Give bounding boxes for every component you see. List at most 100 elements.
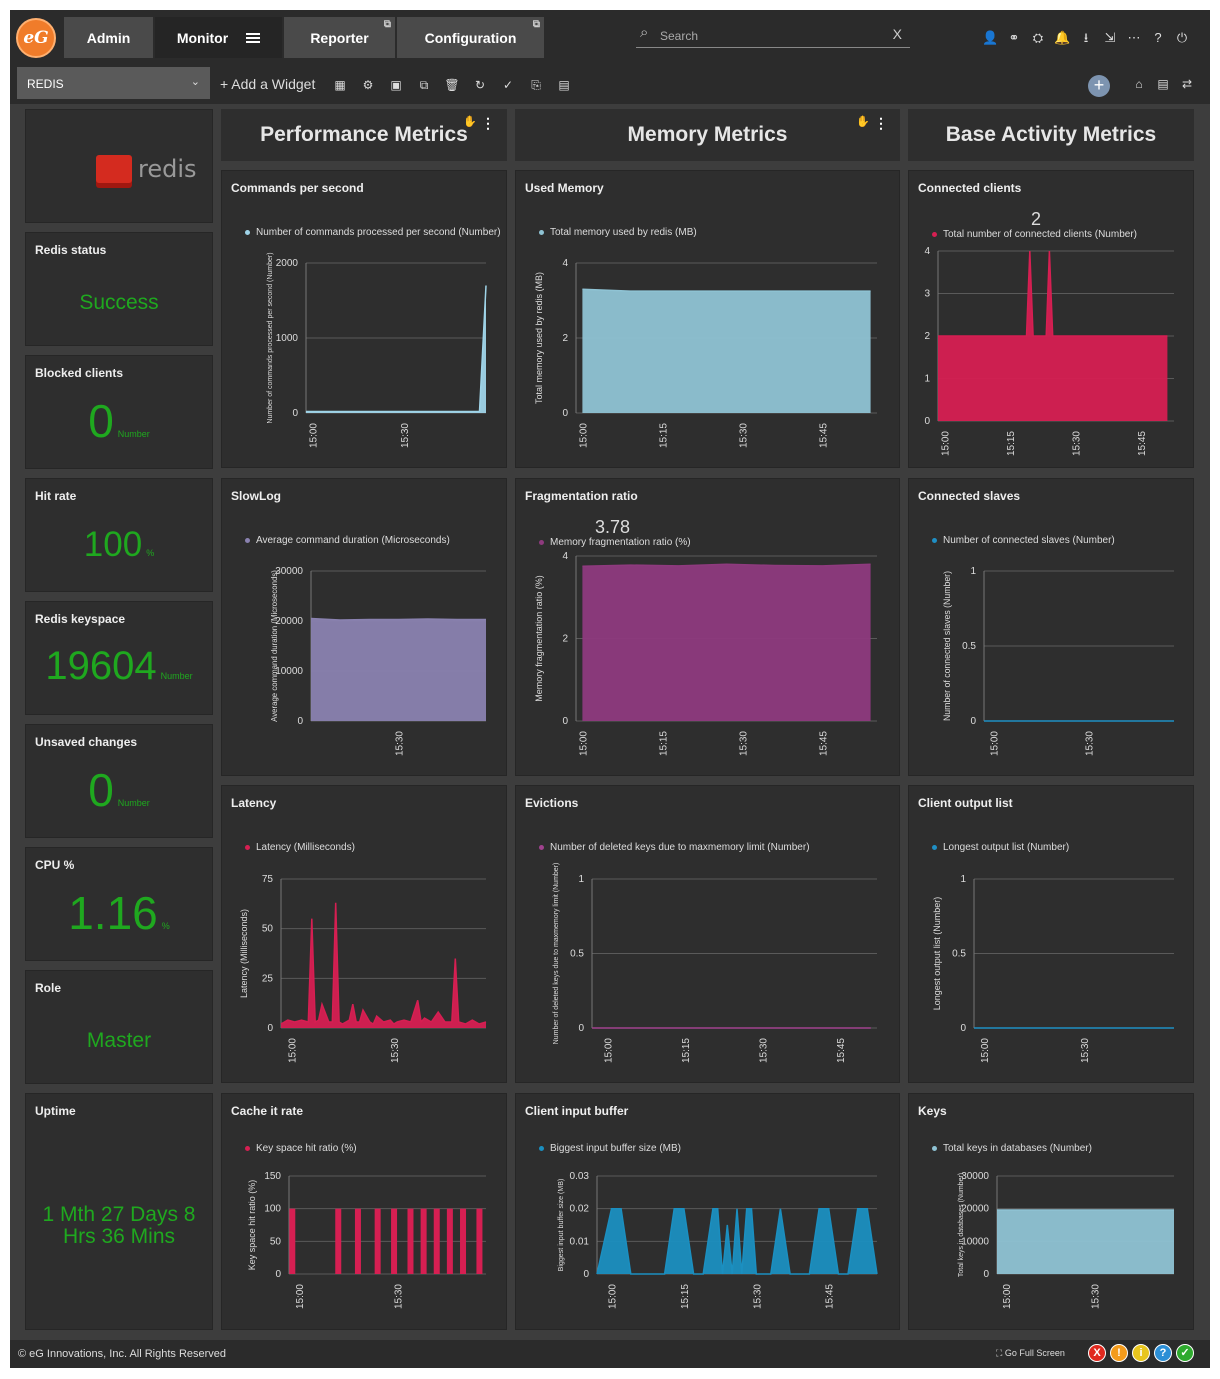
kpi-uptime[interactable]: Uptime 1 Mth 27 Days 8 Hrs 36 Mins — [25, 1093, 213, 1330]
chart-series-line[interactable] — [596, 1207, 878, 1275]
image-icon[interactable]: ▣ — [390, 78, 402, 92]
kpi-hit-rate[interactable]: Hit rate 100% — [25, 478, 213, 592]
search-field[interactable]: ⌕ Search X — [636, 24, 910, 48]
gear-icon[interactable]: ⚙ — [362, 78, 374, 92]
go-full-screen-button[interactable]: ⛶ Go Full Screen — [996, 1348, 1065, 1358]
chart-panel-cachehit[interactable]: Cache it rate Key space hit ratio (%) 0 50 1… — [221, 1093, 507, 1330]
power-icon[interactable]: ⏻ — [1176, 30, 1188, 45]
chart-series-line[interactable] — [310, 617, 486, 621]
chart-series-line[interactable] — [582, 288, 871, 292]
chart-area[interactable] — [997, 1210, 1174, 1274]
chart-legend[interactable]: Latency (Milliseconds) — [245, 842, 355, 853]
chart-area[interactable] — [582, 289, 871, 413]
chart-bar[interactable] — [407, 1208, 414, 1274]
kpi-unsaved-changes[interactable]: Unsaved changes 0 Number — [25, 724, 213, 838]
switch-icon[interactable]: ⇄ — [1181, 77, 1193, 91]
report-icon[interactable]: ▤ — [558, 78, 570, 92]
drag-hand-icon[interactable]: ✋ — [463, 116, 477, 128]
help-icon[interactable]: ? — [1154, 30, 1162, 45]
kebab-menu-icon[interactable]: ⋮ — [481, 115, 495, 131]
chart-panel-clientout[interactable]: Client output list Longest output list (N… — [908, 785, 1194, 1083]
eg-logo[interactable]: eG — [16, 18, 56, 58]
chart-panel-latency[interactable]: Latency Latency (Milliseconds) 0 25 50 75 15:0… — [221, 785, 507, 1083]
kpi-cpu[interactable]: CPU % 1.16% — [25, 847, 213, 961]
hamburger-menu-icon[interactable] — [246, 32, 261, 43]
chart-legend[interactable]: Longest output list (Number) — [932, 842, 1069, 853]
chart-panel-clientin[interactable]: Client input buffer Biggest input buffer … — [515, 1093, 900, 1330]
chart-area[interactable] — [582, 564, 871, 721]
refresh-icon[interactable]: ↻ — [474, 78, 486, 92]
chart-legend[interactable]: Number of commands processed per second … — [245, 227, 501, 238]
trash-icon[interactable]: 🗑 — [444, 78, 460, 92]
drag-hand-icon[interactable]: ✋ — [856, 116, 870, 128]
chart-bar[interactable] — [354, 1208, 361, 1274]
chart-legend[interactable]: Total keys in databases (Number) — [932, 1143, 1092, 1154]
chart-panel-frag[interactable]: Fragmentation ratio Memory fragmentation … — [515, 478, 900, 776]
chart-bar[interactable] — [476, 1208, 483, 1274]
kpi-role[interactable]: Role Master — [25, 970, 213, 1084]
chart-series-line[interactable] — [938, 250, 1168, 337]
minor-status-icon[interactable]: i — [1132, 1344, 1150, 1362]
add-widget-button[interactable]: + Add a Widget — [220, 76, 316, 92]
check-icon[interactable]: ✓ — [502, 78, 514, 92]
layout-icon[interactable]: ▦ — [334, 78, 346, 92]
chart-panel-usedmem[interactable]: Used Memory Total memory used by redis (M… — [515, 170, 900, 468]
chart-area[interactable] — [597, 1208, 877, 1274]
bell-icon[interactable]: 🔔 — [1054, 30, 1071, 45]
copy-icon[interactable]: ⧉ — [419, 78, 429, 92]
component-select[interactable]: REDIS ⌄ — [17, 67, 210, 99]
tab-admin[interactable]: Admin — [64, 17, 154, 58]
normal-status-icon[interactable]: ✓ — [1176, 1344, 1194, 1362]
chart-series-line[interactable] — [582, 563, 871, 568]
chart-legend[interactable]: Total number of connected clients (Numbe… — [932, 229, 1137, 240]
tab-reporter[interactable]: Reporter ⧉ — [284, 17, 396, 58]
chart-panel-slowlog[interactable]: SlowLog Average command duration (Microse… — [221, 478, 507, 776]
chart-area[interactable] — [306, 285, 486, 414]
chart-legend[interactable]: Average command duration (Microseconds) — [245, 535, 450, 546]
export-icon[interactable]: ⎘ — [531, 78, 541, 92]
user-icon[interactable]: 👤 — [982, 30, 999, 45]
more-icon[interactable]: ⋯ — [1127, 30, 1141, 45]
layers-icon[interactable]: ⛭ — [1032, 30, 1044, 45]
chart-legend[interactable]: Memory fragmentation ratio (%) — [539, 537, 691, 548]
chart-bar[interactable] — [446, 1208, 453, 1274]
chart-legend[interactable]: Biggest input buffer size (MB) — [539, 1143, 681, 1154]
tab-monitor[interactable]: Monitor — [155, 17, 283, 58]
tab-configuration[interactable]: Configuration ⧉ — [397, 17, 545, 58]
major-status-icon[interactable]: ! — [1110, 1344, 1128, 1362]
clear-search-icon[interactable]: X — [892, 26, 902, 42]
add-button[interactable]: + — [1088, 75, 1110, 97]
chart-bar[interactable] — [420, 1208, 427, 1274]
kpi-blocked-clients[interactable]: Blocked clients 0 Number — [25, 355, 213, 469]
kpi-redis-keyspace[interactable]: Redis keyspace 19604 Number — [25, 601, 213, 715]
critical-status-icon[interactable]: X — [1088, 1344, 1106, 1362]
document-icon[interactable]: ▤ — [1157, 77, 1169, 91]
home-icon[interactable]: ⌂ — [1135, 77, 1143, 91]
chart-panel-evictions[interactable]: Evictions Number of deleted keys due to m… — [515, 785, 900, 1083]
chart-bar[interactable] — [460, 1208, 467, 1274]
chart-series-line[interactable] — [306, 285, 487, 413]
chart-legend[interactable]: Key space hit ratio (%) — [245, 1143, 357, 1154]
chart-panel-slaves[interactable]: Connected slaves Number of connected slav… — [908, 478, 1194, 776]
search-input[interactable]: Search — [660, 29, 699, 43]
chart-area[interactable] — [311, 618, 486, 722]
chart-panel-connclients[interactable]: Connected clients Total number of connect… — [908, 170, 1194, 468]
download-icon[interactable]: ⭳ — [1083, 30, 1089, 45]
chart-bar[interactable] — [391, 1208, 398, 1274]
chart-series-line[interactable] — [280, 902, 487, 1026]
chart-bar[interactable] — [374, 1208, 381, 1274]
chart-legend[interactable]: Total memory used by redis (MB) — [539, 227, 697, 238]
chart-bar[interactable] — [335, 1208, 342, 1274]
chart-panel-keys[interactable]: Keys Total keys in databases (Number) 0 100… — [908, 1093, 1194, 1330]
link-icon[interactable]: ⚭ — [1008, 30, 1020, 45]
chart-bar[interactable] — [433, 1208, 440, 1274]
kebab-menu-icon[interactable]: ⋮ — [874, 115, 888, 131]
chart-legend[interactable]: Number of deleted keys due to maxmemory … — [539, 842, 810, 853]
chart-legend[interactable]: Number of connected slaves (Number) — [932, 535, 1115, 546]
y-tick-label: 0.5 — [962, 641, 976, 652]
unknown-status-icon[interactable]: ? — [1154, 1344, 1172, 1362]
chart-panel-cmds[interactable]: Commands per second Number of commands pr… — [221, 170, 507, 468]
login-icon[interactable]: ⇲ — [1104, 30, 1116, 45]
chart-bar[interactable] — [289, 1208, 296, 1274]
kpi-redis-status[interactable]: Redis status Success — [25, 232, 213, 346]
